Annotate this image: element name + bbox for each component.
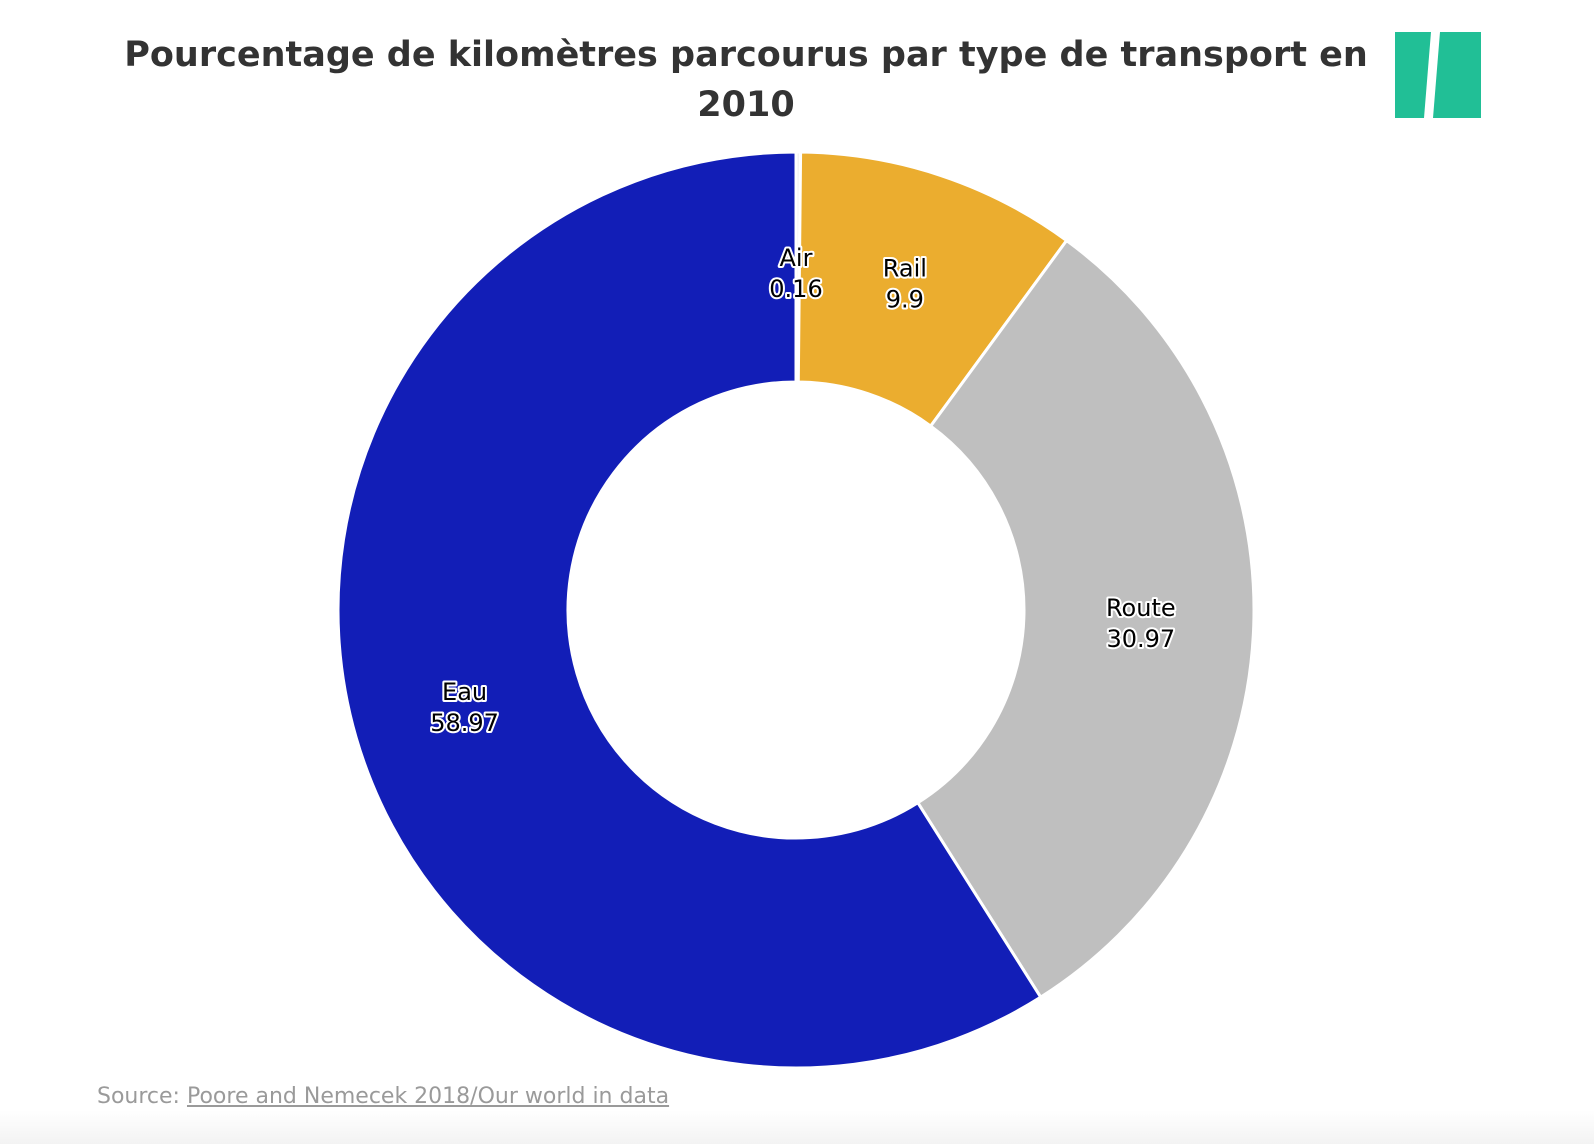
slice-eau[interactable]: [336, 150, 1043, 1070]
slice-value: 0.16: [769, 275, 822, 303]
slice-label-air: Air 0.16: [769, 244, 822, 303]
brand-logo-icon: [1395, 32, 1481, 118]
slice-value: 58.97: [430, 709, 499, 737]
slice-name: Eau: [442, 678, 487, 706]
slice-name: Route: [1106, 594, 1176, 622]
source-link[interactable]: Poore and Nemecek 2018/Our world in data: [186, 1084, 670, 1109]
slice-label-rail: Rail 9.9: [883, 255, 927, 314]
slice-value: 30.97: [1106, 625, 1175, 653]
slice-label-eau: Eau 58.97: [430, 678, 499, 737]
bottom-fade: [0, 1110, 1594, 1144]
chart-title: Pourcentage de kilomètres parcourus par …: [124, 35, 1368, 125]
slice-value: 9.9: [886, 286, 924, 314]
source-prefix: Source:: [97, 1084, 180, 1109]
logo-left-stroke: [1395, 32, 1431, 118]
source-line: Source: Poore and Nemecek 2018/Our world…: [97, 1084, 669, 1109]
slice-route[interactable]: [916, 238, 1256, 999]
slice-label-route: Route 30.97: [1106, 594, 1176, 653]
logo-right-stroke: [1433, 32, 1481, 118]
slice-name: Rail: [883, 255, 927, 283]
slice-name: Air: [780, 244, 813, 272]
